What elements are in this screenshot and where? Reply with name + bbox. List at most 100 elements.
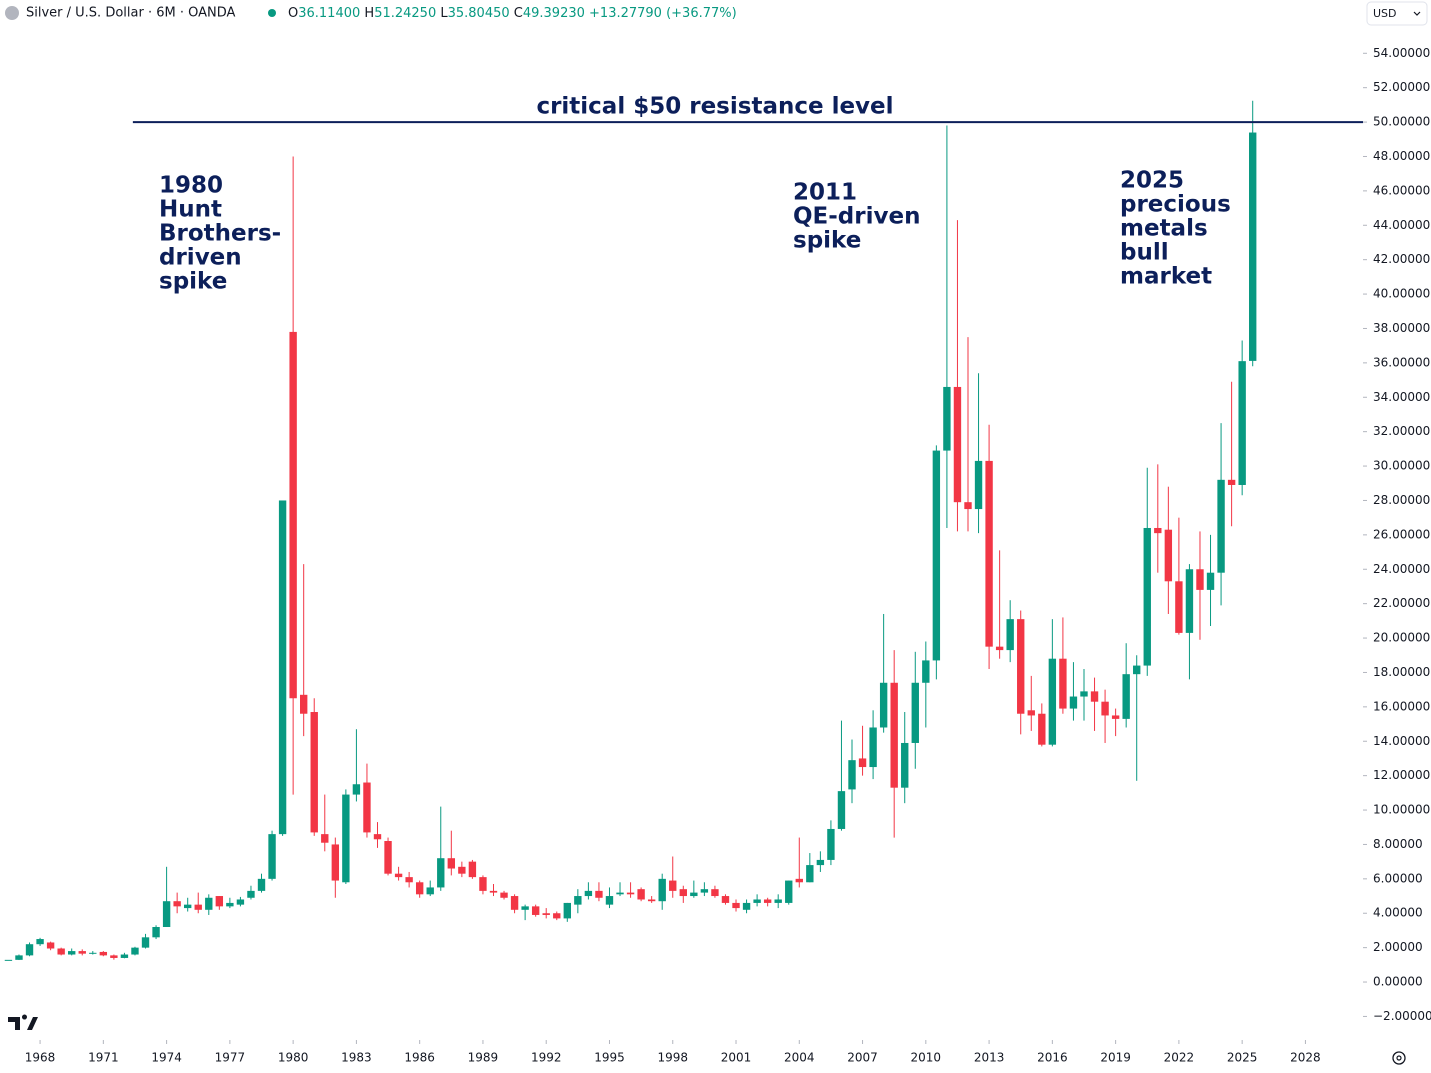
candle-body	[46, 942, 55, 949]
legend-value: 35.80450	[448, 6, 510, 21]
y-tick-label: 8.00000	[1373, 837, 1423, 851]
candle-body	[384, 841, 392, 874]
candle-body	[299, 694, 308, 714]
x-tick-label: 2013	[974, 1051, 1005, 1065]
candle-body	[352, 784, 361, 795]
chevron[interactable]	[1413, 11, 1421, 16]
candle-body	[1217, 479, 1225, 573]
candle-body	[236, 899, 245, 905]
candle-body	[89, 952, 97, 954]
candle-body	[995, 646, 1004, 651]
candle-body	[247, 890, 255, 898]
candle-body	[468, 861, 477, 878]
candle-body	[690, 892, 698, 897]
x-tick-label: 1986	[404, 1051, 435, 1065]
y-tick-label: 0.00000	[1373, 975, 1423, 989]
candle-body	[974, 460, 983, 510]
candle-body	[57, 948, 65, 955]
candle-body	[1122, 674, 1130, 719]
candle-body	[837, 791, 846, 829]
candle-body	[1017, 619, 1025, 714]
y-tick-label: −2.00000	[1373, 1009, 1431, 1023]
candle-body	[785, 880, 793, 903]
candle-body	[394, 873, 403, 878]
candle-body	[932, 450, 941, 661]
candle-body	[25, 944, 34, 956]
status-dot	[268, 9, 276, 17]
y-tick-label: 50.00000	[1373, 115, 1430, 129]
candle-body	[194, 904, 202, 910]
currency-label[interactable]: USD	[1373, 7, 1397, 20]
candle-body	[1227, 479, 1236, 485]
settings-icon[interactable]	[1392, 1051, 1406, 1065]
legend-key: L	[440, 6, 448, 21]
candle-body	[36, 939, 44, 945]
y-tick-label: 46.00000	[1373, 183, 1430, 197]
candle-body	[531, 906, 540, 915]
y-tick-label: 4.00000	[1373, 906, 1423, 920]
candle-body	[415, 882, 424, 895]
candle-body	[1069, 696, 1078, 709]
settings-icon-core[interactable]	[1396, 1055, 1402, 1061]
legend-key: H	[364, 6, 374, 21]
y-tick-label: 26.00000	[1373, 527, 1430, 541]
x-tick-label: 2016	[1037, 1051, 1068, 1065]
x-tick-label: 2019	[1100, 1051, 1131, 1065]
x-tick-label: 1971	[88, 1051, 119, 1065]
candle-body	[226, 902, 234, 907]
candle-body	[1038, 713, 1046, 745]
candle-body	[405, 877, 413, 883]
candle-body	[173, 901, 181, 907]
plot-area: −2.00000 0.00000 2.00000 4.00000 6.00000 8.00…	[4, 46, 1431, 1065]
candle-body	[763, 899, 772, 903]
candle-body	[331, 844, 340, 881]
currency-select[interactable]: USD	[1366, 1, 1428, 26]
candle-body	[310, 712, 318, 833]
candle-body	[426, 887, 434, 895]
ohlc-legend: O36.11400 H51.24250 L35.80450 C49.39230 …	[288, 6, 737, 21]
candle-body	[584, 890, 593, 897]
candle-body	[184, 904, 192, 909]
candle-body	[68, 951, 76, 955]
candle-body	[911, 682, 919, 743]
candle-body	[500, 892, 508, 898]
x-tick-label: 1974	[151, 1051, 182, 1065]
y-tick-label: 40.00000	[1373, 287, 1430, 301]
legend-value: 51.24250	[374, 6, 436, 21]
candle-body	[563, 902, 571, 919]
candle-body	[78, 951, 86, 954]
x-tick-label: 1968	[25, 1051, 56, 1065]
candle-body	[943, 386, 951, 451]
candle-body	[1027, 710, 1035, 716]
candle-body	[637, 889, 645, 900]
candle-body	[1048, 658, 1057, 745]
y-tick-label: 20.00000	[1373, 631, 1430, 645]
candle-body	[1090, 691, 1099, 702]
candle-body	[669, 880, 677, 891]
legend-value: 36.11400	[298, 6, 360, 21]
settings[interactable]	[1392, 1051, 1406, 1065]
annotation-line: bull	[1120, 240, 1169, 266]
x-tick-label: 2001	[721, 1051, 752, 1065]
candle-body	[342, 794, 350, 883]
candle-body	[879, 682, 888, 728]
y-tick-label: 28.00000	[1373, 493, 1430, 507]
candle-body	[647, 899, 656, 902]
candle-body	[205, 897, 213, 910]
x-tick-label: 2004	[784, 1051, 815, 1065]
annotation-line: 2011	[793, 180, 857, 206]
candle-body	[489, 890, 498, 893]
candle-body	[1133, 665, 1141, 675]
logo	[8, 1014, 38, 1030]
candle-body	[1196, 569, 1204, 590]
x-tick-label: 1983	[341, 1051, 372, 1065]
candle-body	[1080, 691, 1088, 697]
y-tick-label: 34.00000	[1373, 390, 1430, 404]
candle-body	[795, 878, 803, 883]
currency-box[interactable]	[1366, 1, 1428, 26]
candle-body	[1006, 619, 1014, 651]
candle-body	[542, 913, 550, 915]
candle-body	[679, 889, 687, 897]
candle-body	[858, 758, 867, 768]
candle-body	[15, 955, 23, 960]
